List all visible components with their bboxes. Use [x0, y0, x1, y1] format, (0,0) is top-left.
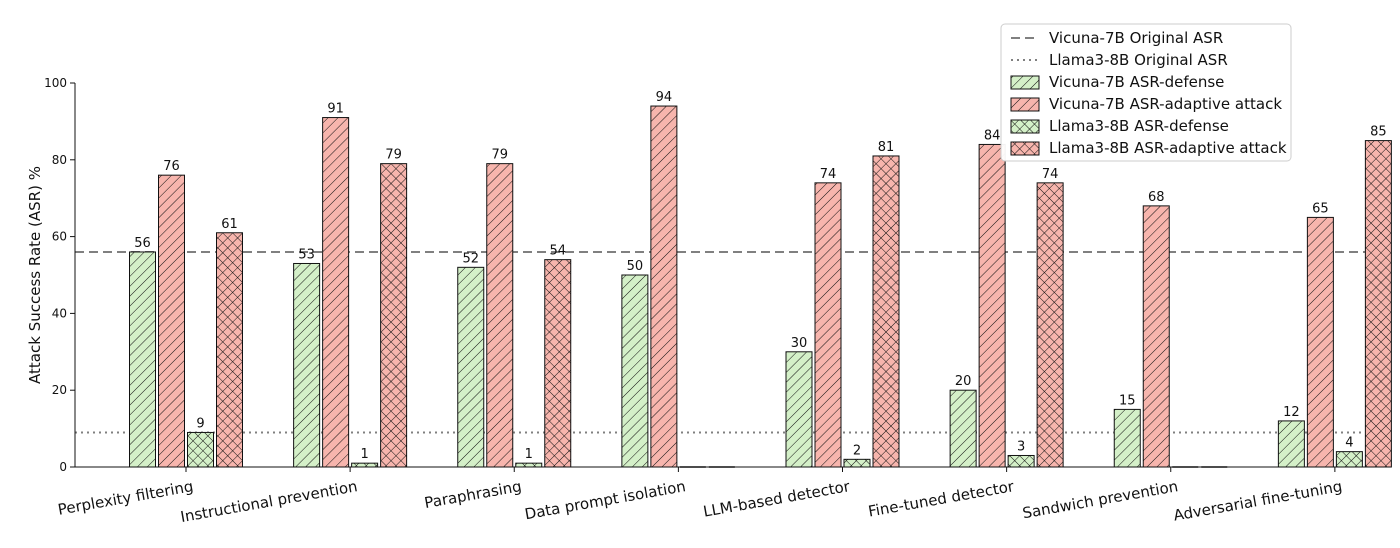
bar-hatch [187, 431, 214, 468]
x-tick-label: Perplexity filtering [56, 477, 194, 519]
y-tick-label: 100 [44, 76, 67, 90]
legend-swatch-hatch [1010, 75, 1040, 90]
bar-hatch [544, 259, 572, 468]
bar-value-label: 68 [1148, 190, 1165, 205]
legend-swatch-hatch [1010, 97, 1040, 112]
legend-label: Llama3-8B ASR-adaptive attack [1049, 139, 1287, 157]
bar-value-label: 65 [1312, 201, 1329, 216]
bar-hatch [1364, 140, 1392, 468]
bar-value-label: 30 [791, 336, 808, 351]
bar-value-label: 81 [878, 140, 895, 155]
legend-label: Vicuna-7B ASR-adaptive attack [1049, 95, 1282, 113]
bar-hatch [1036, 182, 1064, 468]
bar-hatch [785, 351, 813, 468]
x-tick-label: Adversarial fine-tuning [1172, 477, 1343, 524]
bar-hatch [949, 389, 977, 468]
bar-value-label: 74 [1042, 167, 1059, 182]
bar-hatch [1113, 408, 1141, 468]
bar-hatch [322, 117, 350, 468]
legend-label: Llama3-8B ASR-defense [1049, 117, 1229, 135]
bar-hatch [293, 262, 321, 468]
x-tick-label: Data prompt isolation [523, 477, 687, 523]
bar-value-label: 1 [360, 447, 368, 462]
bar-value-label: 84 [984, 128, 1001, 143]
bar-hatch [650, 105, 678, 468]
x-tick-label: Fine-tuned detector [867, 477, 1016, 521]
bar-hatch [129, 251, 156, 468]
bar-value-label: 56 [134, 236, 151, 251]
bar-hatch [872, 155, 900, 468]
bar-hatch [978, 143, 1006, 468]
bar-hatch [457, 266, 485, 468]
legend-swatch-hatch [1010, 119, 1040, 134]
reference-lines [75, 250, 1388, 434]
bar-value-label: 12 [1283, 405, 1300, 420]
x-tick-label: Sandwich prevention [1021, 477, 1179, 522]
bar-value-label: 15 [1119, 393, 1136, 408]
bar-value-label: 61 [221, 217, 238, 232]
y-axis-label: Attack Success Rate (ASR) % [26, 166, 44, 384]
bar-value-label: 9 [196, 416, 204, 431]
y-tick-label: 40 [52, 306, 67, 320]
bar-hatch [486, 163, 514, 468]
bar-hatch [814, 182, 842, 468]
bar-value-label: 3 [1017, 439, 1025, 454]
bar-value-label: 4 [1345, 436, 1353, 451]
x-tick-label: LLM-based detector [702, 477, 852, 521]
bar-hatch [843, 458, 871, 468]
bar-value-label: 76 [163, 159, 180, 174]
legend-label: Llama3-8B Original ASR [1049, 51, 1228, 69]
bars: 5676961539117952791545094307428120843741… [129, 90, 1392, 468]
bar-value-label: 53 [298, 247, 315, 262]
bar-value-label: 20 [955, 374, 972, 389]
bar-hatch [158, 174, 185, 468]
legend-box [1000, 23, 1292, 162]
bar-hatch [1335, 451, 1363, 468]
legend-swatch-hatch [1010, 141, 1040, 156]
bar-value-label: 85 [1370, 125, 1387, 140]
bar-hatch [380, 163, 408, 468]
legend-label: Vicuna-7B Original ASR [1049, 29, 1223, 47]
x-tick-label: Instructional prevention [179, 477, 359, 526]
bar-value-label: 79 [385, 148, 402, 163]
bar-value-label: 54 [549, 244, 566, 259]
bar-value-label: 50 [627, 259, 644, 274]
bar-hatch [351, 462, 379, 468]
bar-hatch [1142, 205, 1170, 468]
x-tick-label: Paraphrasing [423, 477, 523, 512]
y-tick-label: 0 [59, 460, 67, 474]
bar-hatch [1277, 420, 1305, 468]
bar-value-label: 1 [525, 447, 533, 462]
bar-value-label: 74 [820, 167, 837, 182]
bar-value-label: 79 [491, 148, 508, 163]
y-tick-label: 60 [52, 230, 67, 244]
y-tick-label: 80 [52, 153, 67, 167]
y-tick-label: 20 [52, 383, 67, 397]
bar-value-label: 2 [853, 443, 861, 458]
bar-value-label: 91 [327, 102, 344, 117]
legend: Vicuna-7B Original ASR Llama3-8B Original… [1000, 23, 1292, 162]
bar-value-label: 94 [656, 90, 673, 105]
bar-hatch [216, 232, 243, 468]
bar-hatch [1306, 216, 1334, 468]
bar-hatch [515, 462, 543, 468]
bar-value-label: 52 [462, 251, 479, 266]
legend-label: Vicuna-7B ASR-defense [1049, 73, 1224, 91]
bar-hatch [1007, 454, 1035, 468]
bar-hatch [621, 274, 649, 468]
